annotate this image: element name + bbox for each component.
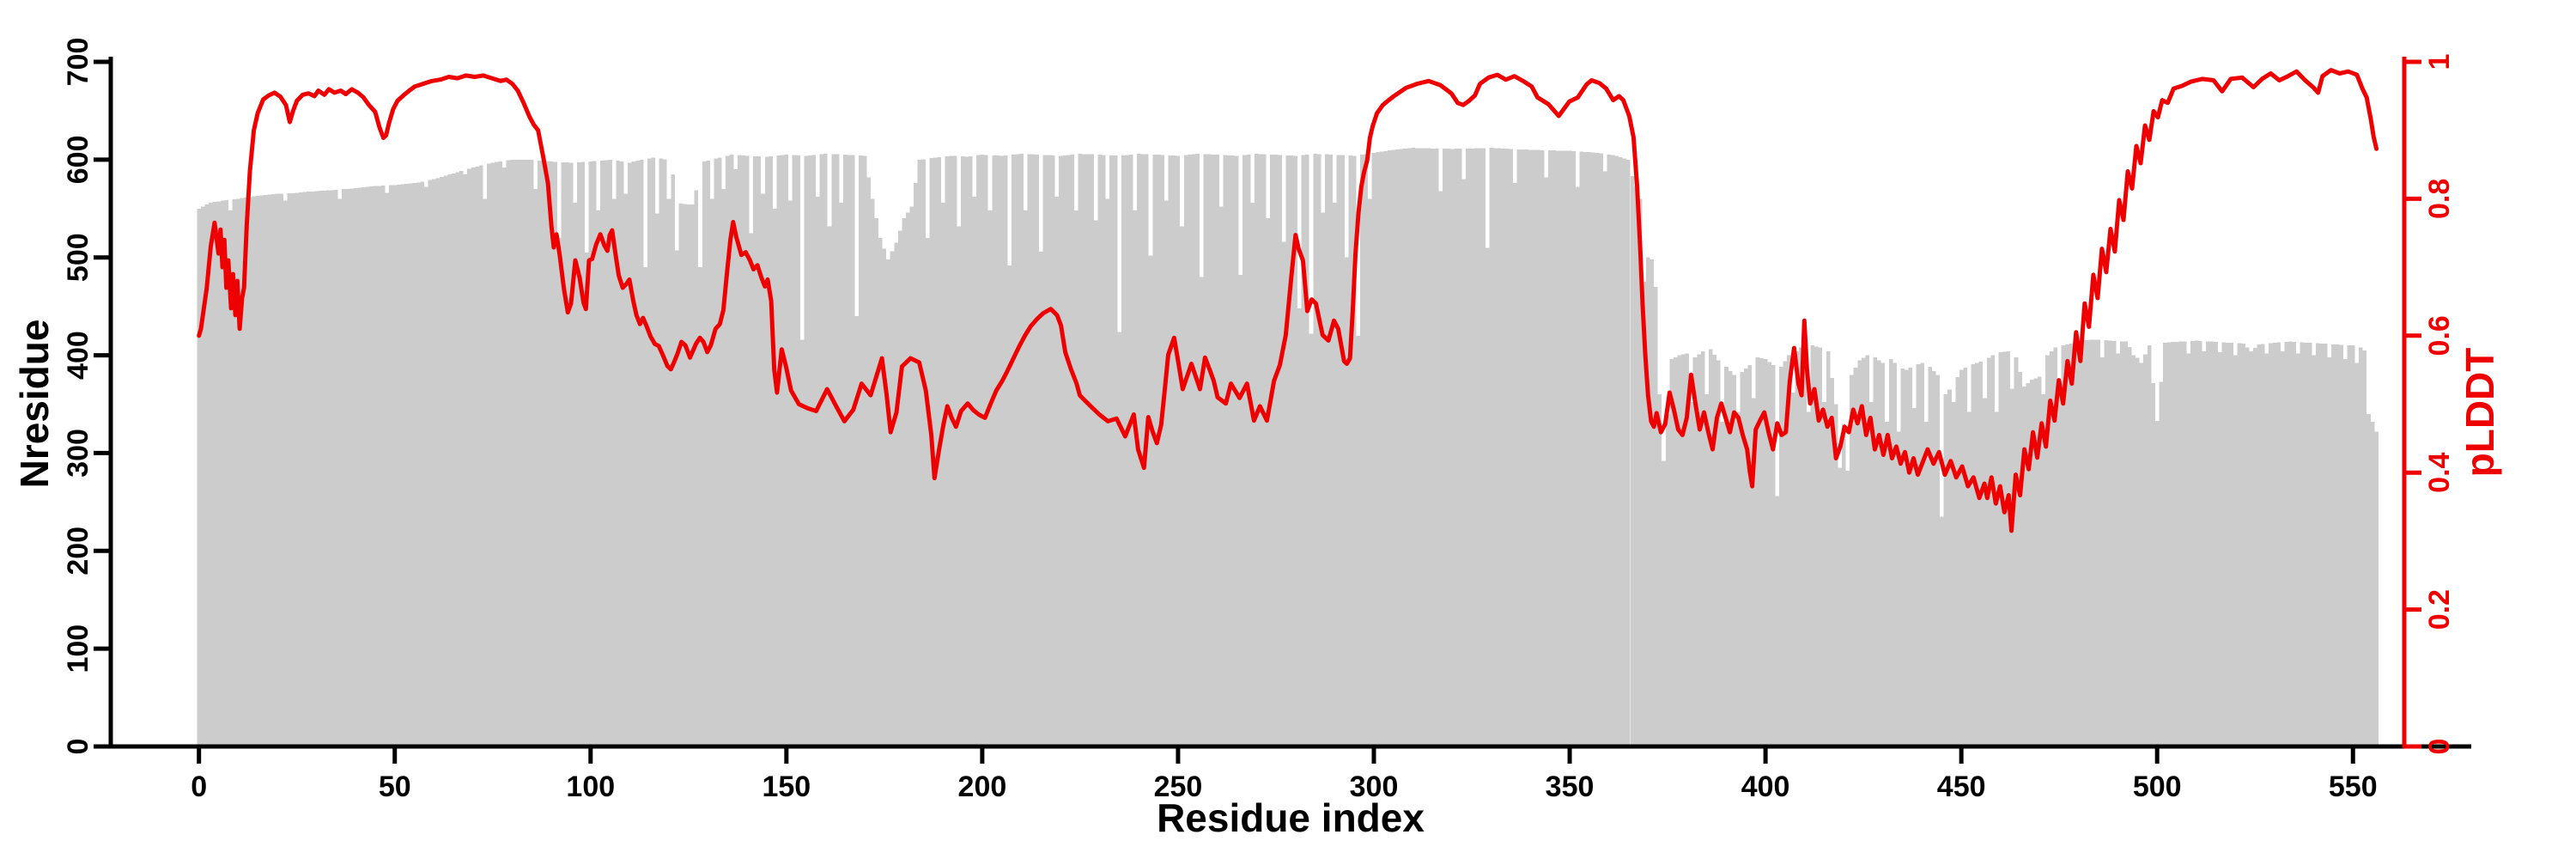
x-axis-tick-label: 400 bbox=[1741, 771, 1790, 803]
y-left-axis-tick-label: 300 bbox=[62, 429, 94, 478]
y-left-axis-tick-label: 0 bbox=[62, 739, 94, 755]
plddt-line-series bbox=[197, 68, 2379, 533]
y-right-axis-title: pLDDT bbox=[2458, 348, 2502, 478]
x-axis-tick-label: 450 bbox=[1937, 771, 1986, 803]
y-axis-right: 0 0.2 0.4 0.6 0.8 1 bbox=[2402, 54, 2456, 755]
x-axis-tick-label: 300 bbox=[1350, 771, 1399, 803]
x-axis: 0 50 100 150 200 250 300 350 400 450 500 550 bbox=[111, 744, 2471, 803]
plddt-curve bbox=[197, 68, 2379, 533]
y-right-axis-tick-label: 0.6 bbox=[2423, 315, 2456, 356]
x-axis-tick-label: 200 bbox=[958, 771, 1007, 803]
y-axis-left: 0 100 200 300 400 500 600 700 bbox=[62, 38, 113, 755]
y-left-axis-tick-label: 700 bbox=[62, 38, 94, 87]
x-axis-tick-label: 550 bbox=[2329, 771, 2378, 803]
x-axis-tick-label: 150 bbox=[762, 771, 811, 803]
x-axis-tick-label: 50 bbox=[379, 771, 411, 803]
nresidue-bars-series bbox=[197, 148, 2379, 746]
x-axis-tick-label: 100 bbox=[566, 771, 615, 803]
y-right-axis-tick-label: 0 bbox=[2423, 739, 2456, 755]
y-left-axis-tick-label: 600 bbox=[62, 135, 94, 184]
x-axis-tick-label: 250 bbox=[1154, 771, 1203, 803]
x-axis-title: Residue index bbox=[1157, 795, 1425, 840]
y-right-axis-tick-label: 1 bbox=[2423, 54, 2456, 70]
y-right-axis-tick-label: 0.2 bbox=[2423, 589, 2456, 630]
x-axis-tick-label: 0 bbox=[191, 771, 207, 803]
x-axis-tick-label: 350 bbox=[1546, 771, 1595, 803]
nresidue-bars bbox=[197, 148, 2379, 746]
y-right-axis-tick-label: 0.8 bbox=[2423, 179, 2456, 219]
y-left-axis-title: Nresidue bbox=[12, 320, 57, 489]
y-left-axis-tick-label: 400 bbox=[62, 331, 94, 380]
y-left-axis-tick-label: 500 bbox=[62, 233, 94, 282]
x-axis-tick-label: 500 bbox=[2133, 771, 2182, 803]
y-left-axis-tick-label: 200 bbox=[62, 527, 94, 576]
y-left-axis-tick-label: 100 bbox=[62, 624, 94, 673]
y-right-axis-tick-label: 0.4 bbox=[2423, 452, 2456, 492]
